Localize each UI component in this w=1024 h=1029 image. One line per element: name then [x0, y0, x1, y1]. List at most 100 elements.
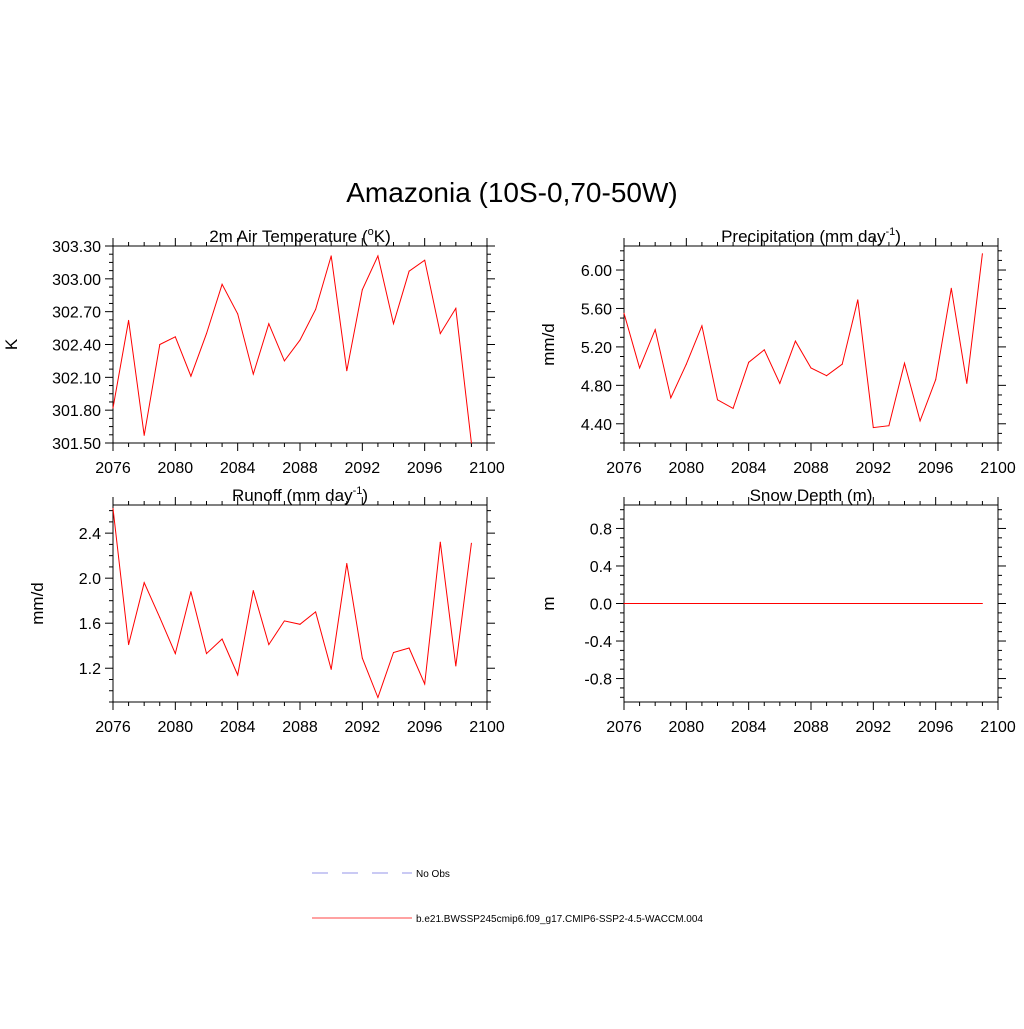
data-point — [670, 397, 672, 399]
y-axis-label: mm/d — [539, 323, 558, 366]
legend: No Obs b.e21.BWSSP245cmip6.f09_g17.CMIP6… — [312, 869, 703, 925]
x-tick-label: 2100 — [980, 460, 1016, 477]
data-point — [299, 623, 301, 625]
data-point — [732, 407, 734, 409]
data-point — [424, 259, 426, 261]
x-tick-label: 2076 — [95, 719, 131, 736]
data-point — [221, 283, 223, 285]
data-point — [639, 603, 641, 604]
data-point — [794, 340, 796, 342]
data-point — [315, 611, 317, 613]
data-point — [779, 382, 781, 384]
data-point — [670, 603, 672, 604]
panel-title-superscript: o — [368, 226, 374, 238]
data-point — [299, 339, 301, 341]
data-point — [935, 379, 937, 381]
panel-title-tail: ) — [362, 486, 368, 505]
data-point — [904, 603, 905, 604]
panel-title-tail: K) — [374, 227, 391, 246]
panel-title-tail: ) — [895, 227, 901, 246]
data-point — [826, 603, 828, 604]
data-point — [159, 617, 161, 619]
data-point — [654, 603, 656, 604]
x-tick-label: 2096 — [918, 460, 954, 477]
data-point — [470, 542, 472, 544]
data-point — [174, 336, 176, 338]
x-tick-label: 2080 — [669, 719, 705, 736]
data-point — [717, 603, 718, 604]
data-point — [748, 361, 750, 363]
data-point — [143, 582, 145, 584]
data-point — [112, 407, 114, 409]
data-point — [112, 507, 114, 509]
data-point — [190, 591, 192, 593]
y-tick-label: 303.30 — [52, 239, 101, 256]
x-tick-label: 2100 — [469, 460, 505, 477]
x-tick-label: 2084 — [731, 460, 767, 477]
data-point — [872, 427, 874, 429]
panel-precip: 2076 2080 2084 2088 2092 2096 2100 4.40 4.80 5.20… — [539, 226, 1016, 477]
data-point — [408, 647, 410, 649]
data-point — [128, 319, 130, 321]
data-point — [439, 541, 441, 543]
panel-title-main: Precipitation (mm day — [721, 227, 886, 246]
x-tick-label: 2076 — [606, 719, 642, 736]
data-point — [826, 375, 828, 377]
data-point — [159, 344, 161, 345]
data-point — [128, 644, 130, 646]
panel-title: Runoff (mm day-1) — [232, 485, 368, 505]
legend-label-no-obs: No Obs — [416, 869, 450, 880]
data-point — [330, 668, 332, 670]
data-point — [654, 329, 656, 331]
data-point — [685, 603, 687, 604]
data-point — [950, 603, 952, 604]
data-point — [174, 653, 176, 655]
data-point — [221, 638, 223, 640]
x-tick-label: 2088 — [282, 719, 318, 736]
y-axis-label: mm/d — [28, 582, 47, 625]
data-point — [857, 603, 859, 604]
data-point — [190, 375, 192, 377]
y-axis-label: K — [2, 338, 21, 350]
panel-title: 2m Air Temperature (oK) — [209, 226, 391, 246]
y-tick-label: 1.2 — [79, 661, 101, 678]
data-point — [206, 333, 207, 335]
y-tick-label: 5.60 — [581, 301, 612, 318]
data-point — [346, 563, 348, 565]
x-tick-label: 2080 — [669, 460, 705, 477]
data-point — [981, 603, 983, 604]
y-tick-label: 1.6 — [79, 616, 101, 633]
data-point — [748, 603, 750, 604]
y-tick-label: 302.70 — [52, 305, 101, 322]
x-tick-label: 2084 — [220, 460, 256, 477]
data-point — [283, 360, 285, 362]
data-point — [794, 603, 796, 604]
data-point — [143, 434, 145, 436]
data-point — [393, 323, 394, 325]
data-point — [841, 363, 843, 365]
y-tick-label: 301.50 — [52, 436, 101, 453]
data-point — [888, 425, 890, 427]
x-tick-label: 2088 — [282, 460, 318, 477]
data-point — [623, 312, 625, 314]
x-tick-label: 2096 — [407, 460, 443, 477]
y-tick-label: 4.80 — [581, 378, 612, 395]
x-tick-label: 2092 — [856, 719, 892, 736]
data-point — [283, 620, 285, 622]
data-point — [439, 333, 441, 335]
data-point — [919, 420, 921, 422]
panel-title-main: Snow Depth (m) — [750, 486, 873, 505]
data-point — [732, 603, 734, 604]
plot-frame — [112, 245, 488, 444]
x-tick-label: 2100 — [469, 719, 505, 736]
data-point — [717, 399, 718, 401]
y-tick-label: 302.10 — [52, 370, 101, 387]
data-point — [455, 665, 457, 667]
y-tick-label: 2.0 — [79, 571, 101, 588]
data-point — [810, 367, 812, 369]
data-point — [763, 603, 765, 604]
data-point — [455, 307, 457, 309]
y-tick-label: 0.8 — [590, 521, 612, 538]
data-point — [701, 603, 703, 604]
